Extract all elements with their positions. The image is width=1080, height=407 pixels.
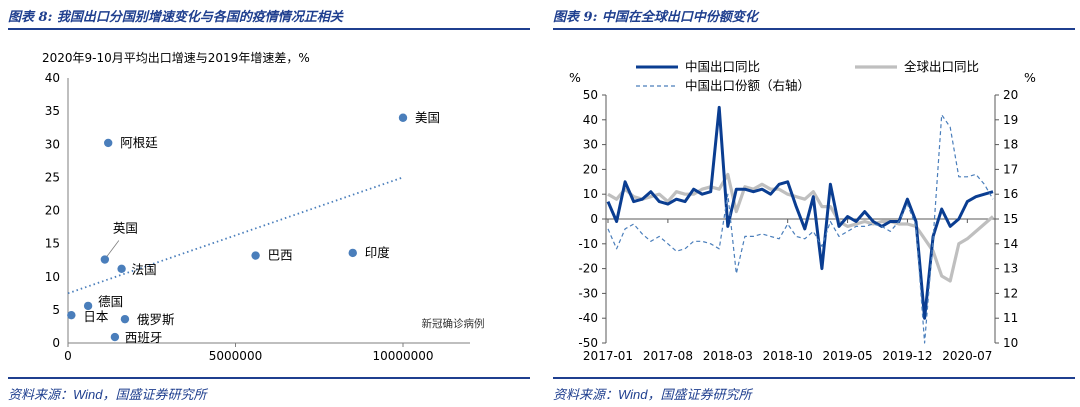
left-caption-rule [8, 28, 530, 30]
x-axis-tick-label: 2019-05 [822, 349, 872, 363]
scatter-y-tick-label: 0 [52, 336, 60, 350]
scatter-point-label: 德国 [98, 294, 123, 309]
right-axis-tick-label: 14 [1003, 237, 1018, 251]
right-axis-tick-label: 19 [1003, 113, 1018, 127]
scatter-point [120, 314, 130, 324]
right-axis-tick-label: 12 [1003, 286, 1018, 300]
right-axis-tick-label: 10 [1003, 336, 1018, 350]
scatter-point-label: 美国 [415, 110, 440, 125]
right-axis-tick-label: 18 [1003, 138, 1018, 152]
scatter-point-label: 日本 [83, 309, 109, 324]
x-axis-tick-label: 2018-03 [703, 349, 753, 363]
left-axis-tick-label: 20 [583, 162, 598, 176]
scatter-label-leader [106, 240, 120, 257]
right-axis-tick-label: 20 [1003, 88, 1018, 102]
scatter-point [117, 264, 126, 273]
scatter-point [100, 255, 110, 264]
left-axis-tick-label: -50 [578, 336, 598, 350]
scatter-x-tick-label: 10000000 [372, 349, 433, 363]
series-line [606, 105, 994, 320]
scatter-y-tick-label: 15 [45, 237, 60, 251]
left-axis-tick-label: -20 [578, 262, 598, 276]
series-line [607, 114, 994, 344]
scatter-y-tick-label: 20 [45, 204, 60, 218]
scatter-point [398, 113, 408, 122]
left-source-note: 资料来源：Wind，国盛证券研究所 [8, 387, 207, 403]
x-axis-tick-label: 2017-01 [583, 349, 633, 363]
x-axis-tick-label: 2019-12 [882, 349, 932, 363]
left-axis-unit: % [569, 70, 581, 85]
scatter-point [348, 248, 357, 258]
left-axis-tick-label: -40 [578, 311, 598, 325]
scatter-point-label: 西班牙 [125, 330, 163, 345]
left-axis-tick-label: -30 [578, 286, 598, 300]
scatter-y-tick-label: 10 [45, 270, 60, 284]
scatter-point-label: 印度 [365, 245, 391, 260]
scatter-annotation: 新冠确诊病例 [422, 317, 485, 330]
scatter-y-tick-label: 35 [45, 104, 60, 118]
scatter-y-tick-label: 5 [52, 303, 60, 317]
right-axis-unit: % [1024, 70, 1036, 85]
legend-label: 全球出口同比 [904, 59, 979, 74]
scatter-point [83, 301, 93, 311]
scatter-point-label: 阿根廷 [120, 135, 158, 150]
scatter-point-label: 法国 [132, 262, 157, 277]
x-axis-tick-label: 2020-07 [942, 349, 992, 363]
scatter-y-tick-label: 40 [45, 71, 60, 85]
right-source-note: 资料来源：Wind，国盛证券研究所 [553, 387, 752, 403]
legend-label: 中国出口份额（右轴） [685, 78, 810, 93]
scatter-y-tick-label: 25 [45, 170, 60, 184]
scatter-point-label: 俄罗斯 [137, 312, 175, 327]
scatter-point-label: 英国 [113, 221, 138, 236]
left-axis-tick-label: 10 [583, 187, 598, 201]
right-axis-tick-label: 13 [1003, 262, 1018, 276]
scatter-trendline [67, 176, 404, 295]
scatter-title: 2020年9-10月平均出口增速与2019年增速差，% [42, 51, 310, 65]
x-axis-tick-label: 2017-08 [643, 349, 693, 363]
right-figure-caption: 图表 9: 中国在全球出口中份额变化 [553, 10, 758, 25]
series-line [607, 172, 995, 283]
scatter-point-label: 巴西 [268, 248, 293, 263]
right-axis-tick-label: 16 [1003, 187, 1018, 201]
scatter-point [110, 332, 120, 342]
scatter-point [67, 310, 76, 320]
right-axis-tick-label: 15 [1003, 212, 1018, 226]
left-axis-tick-label: 50 [583, 88, 598, 102]
x-axis-tick-label: 2018-10 [763, 349, 813, 363]
scatter-x-tick-label: 5000000 [209, 349, 262, 363]
left-source-rule [8, 377, 530, 379]
scatter-y-tick-label: 30 [45, 137, 60, 151]
left-axis-tick-label: 40 [583, 113, 598, 127]
legend-label: 中国出口同比 [685, 59, 760, 74]
scatter-x-tick-label: 0 [64, 349, 72, 363]
scatter-point [251, 251, 260, 260]
left-axis-tick-label: -10 [578, 237, 598, 251]
left-axis-tick-label: 0 [590, 212, 598, 226]
left-axis-tick-label: 30 [583, 138, 598, 152]
right-axis-tick-label: 17 [1003, 162, 1018, 176]
left-figure-caption: 图表 8: 我国出口分国别增速变化与各国的疫情情况正相关 [8, 10, 343, 25]
scatter-point [104, 138, 113, 148]
right-source-rule [553, 377, 1075, 379]
right-axis-tick-label: 11 [1003, 311, 1018, 325]
right-caption-rule [553, 28, 1075, 30]
